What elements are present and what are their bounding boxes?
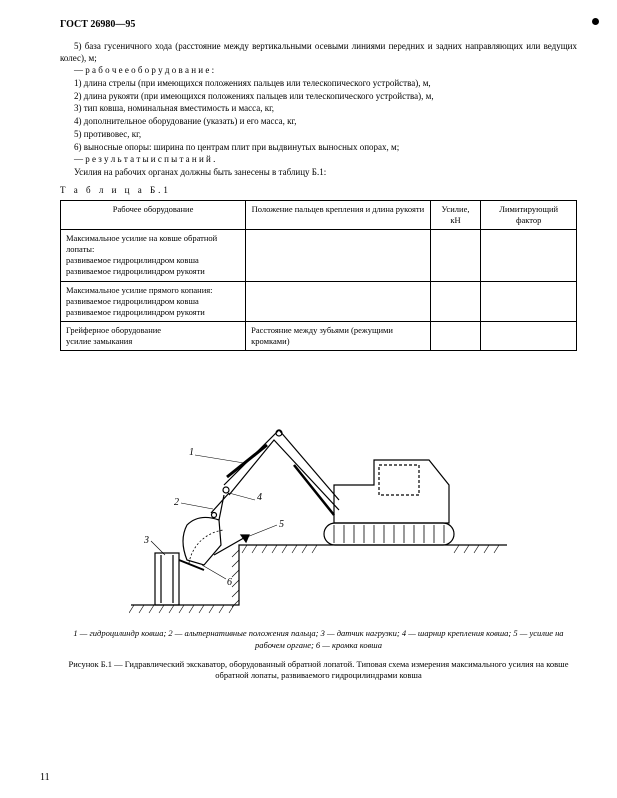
td: Максимальное усилие прямого копания: раз…	[61, 281, 246, 321]
table-row: Максимальное усилие на ковше обратной ло…	[61, 230, 577, 281]
td	[430, 281, 481, 321]
body-text: 5) база гусеничного хода (расстояние меж…	[60, 41, 577, 179]
figure-legend: 1 — гидроцилиндр ковша; 2 — альтернативн…	[60, 628, 577, 650]
line: 5) противовес, кг,	[60, 129, 577, 141]
td: Расстояние между зубьями (режущими кромк…	[246, 321, 431, 350]
svg-text:1: 1	[189, 447, 194, 458]
td: Грейферное оборудование усилие замыкания	[61, 321, 246, 350]
line: 1) длина стрелы (при имеющихся положения…	[60, 78, 577, 90]
table-label: Т а б л и ц а Б.1	[60, 185, 577, 197]
line: 4) дополнительное оборудование (указать)…	[60, 116, 577, 128]
th: Рабочее оборудование	[61, 201, 246, 230]
line: 2) длина рукояти (при имеющихся положени…	[60, 91, 577, 103]
excavator-diagram: 1 2 3 4 5 6	[129, 405, 509, 615]
line: 5) база гусеничного хода (расстояние меж…	[60, 41, 577, 64]
svg-text:4: 4	[257, 492, 262, 503]
th: Лимитирующий фактор	[481, 201, 577, 230]
table-row: Максимальное усилие прямого копания: раз…	[61, 281, 577, 321]
th: Положение пальцев крепления и длина руко…	[246, 201, 431, 230]
figure-caption: Рисунок Б.1 — Гидравлический экскаватор,…	[60, 659, 577, 681]
td	[246, 281, 431, 321]
page-number: 11	[40, 771, 50, 784]
line: 3) тип ковша, номинальная вместимость и …	[60, 103, 577, 115]
table-row: Грейферное оборудование усилие замыкания…	[61, 321, 577, 350]
td	[481, 281, 577, 321]
line: Усилия на рабочих органах должны быть за…	[60, 167, 577, 179]
svg-text:6: 6	[227, 577, 232, 588]
td: Максимальное усилие на ковше обратной ло…	[61, 230, 246, 281]
svg-text:2: 2	[174, 497, 179, 508]
data-table: Рабочее оборудование Положение пальцев к…	[60, 200, 577, 351]
svg-text:5: 5	[279, 519, 284, 530]
line: — р а б о ч е е о б о р у д о в а н и е …	[60, 65, 577, 77]
table-header-row: Рабочее оборудование Положение пальцев к…	[61, 201, 577, 230]
td	[246, 230, 431, 281]
line: — р е з у л ь т а т ы и с п ы т а н и й …	[60, 154, 577, 166]
page-dot	[592, 18, 599, 25]
td	[430, 230, 481, 281]
th: Усилие, кН	[430, 201, 481, 230]
doc-header: ГОСТ 26980—95	[60, 18, 577, 31]
td	[481, 230, 577, 281]
td	[430, 321, 481, 350]
td	[481, 321, 577, 350]
figure: 1 2 3 4 5 6	[60, 405, 577, 619]
svg-text:3: 3	[143, 535, 149, 546]
line: 6) выносные опоры: ширина по центрам пли…	[60, 142, 577, 154]
page-content: ГОСТ 26980—95 5) база гусеничного хода (…	[0, 0, 617, 701]
